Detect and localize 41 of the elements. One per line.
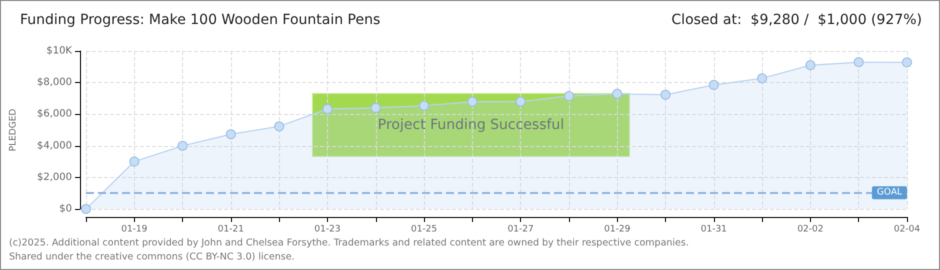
y-tick-label: $2,000	[37, 172, 72, 183]
point	[419, 100, 430, 111]
x-tick-label: 01-27	[508, 224, 534, 234]
point	[564, 91, 574, 102]
text: (c)2025. Additional content provided by John and Chelsea Forsythe. Trademarks and related content are owned by their respective companies.	[9, 238, 689, 248]
chart-subtitle: Closed at: $9,280 / $1,000 (927%)	[671, 12, 922, 28]
chart-title: Funding Progress: Make 100 Wooden Fountain Pens	[20, 12, 380, 28]
point	[805, 60, 816, 70]
point	[854, 57, 864, 68]
x-tick-label: 01-31	[700, 224, 727, 234]
x-tick-label: 02-02	[797, 224, 824, 234]
x-tick-label: 01-21	[218, 224, 244, 234]
ref-line-label: GOAL	[876, 188, 902, 198]
x-tick-label: 01-25	[410, 224, 438, 234]
y-tick-label: $10K	[46, 46, 72, 56]
point	[81, 204, 91, 214]
y-tick-label: $0	[59, 204, 72, 214]
point	[757, 73, 768, 84]
y-tick-label: $8,000	[37, 77, 72, 88]
annotation: Project Funding Successful	[378, 117, 564, 133]
x-tick-label: 01-23	[314, 224, 341, 234]
text: Shared under the creative commons (CC BY-NC 3.0) license.	[9, 252, 295, 262]
x-tick-label: 01-19	[121, 224, 148, 234]
point	[467, 96, 478, 107]
y-tick-label: $4,000	[37, 140, 72, 152]
point	[612, 88, 622, 99]
point	[129, 156, 140, 167]
banner: Project Funding Successful	[312, 93, 630, 157]
point	[370, 102, 381, 113]
point	[708, 80, 719, 90]
y-tick-label: $6,000	[37, 108, 72, 120]
point	[516, 96, 526, 107]
point	[274, 121, 284, 132]
point	[226, 129, 236, 140]
x-tick-label: 01-29	[604, 224, 631, 234]
point	[322, 104, 332, 114]
point	[178, 140, 188, 151]
point	[660, 90, 671, 100]
x-tick-label: 02-04	[894, 224, 920, 234]
y-axis-title: PLEDGED	[8, 108, 18, 152]
point	[902, 57, 912, 68]
